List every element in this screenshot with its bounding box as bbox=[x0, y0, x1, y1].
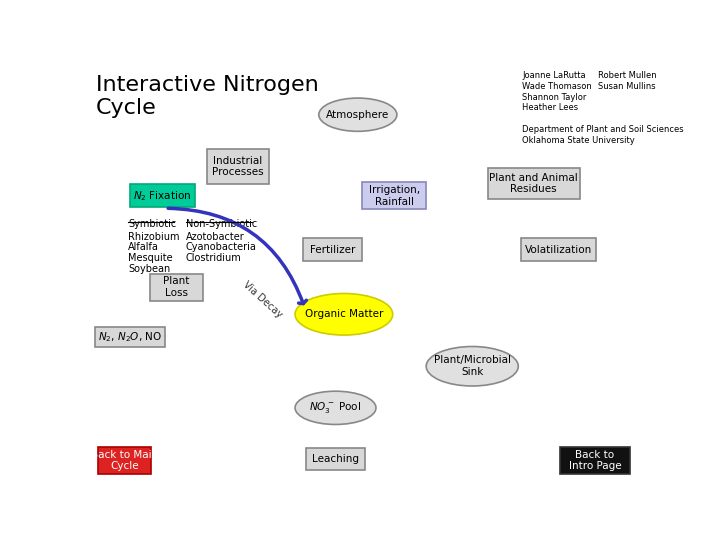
Text: Irrigation,
Rainfall: Irrigation, Rainfall bbox=[369, 185, 420, 207]
Text: $N_2$, $N_2O$, NO: $N_2$, $N_2O$, NO bbox=[98, 330, 162, 344]
FancyBboxPatch shape bbox=[98, 447, 151, 474]
Text: Symbiotic: Symbiotic bbox=[128, 219, 176, 230]
FancyBboxPatch shape bbox=[487, 168, 580, 199]
Text: Industrial
Processes: Industrial Processes bbox=[212, 156, 264, 178]
Ellipse shape bbox=[319, 98, 397, 131]
Text: Plant/Microbial
Sink: Plant/Microbial Sink bbox=[433, 355, 510, 377]
Text: Plant and Animal
Residues: Plant and Animal Residues bbox=[489, 172, 578, 194]
Text: Via Decay: Via Decay bbox=[241, 280, 284, 320]
FancyBboxPatch shape bbox=[521, 238, 596, 261]
Text: Back to Main
Cycle: Back to Main Cycle bbox=[91, 450, 158, 471]
FancyBboxPatch shape bbox=[130, 184, 194, 207]
FancyBboxPatch shape bbox=[150, 274, 203, 301]
FancyBboxPatch shape bbox=[306, 448, 365, 470]
Ellipse shape bbox=[295, 391, 376, 424]
Text: $N_2$ Fixation: $N_2$ Fixation bbox=[133, 189, 192, 202]
Text: Department of Plant and Soil Sciences: Department of Plant and Soil Sciences bbox=[523, 125, 684, 134]
Text: Non-Symbiotic: Non-Symbiotic bbox=[186, 219, 257, 230]
FancyBboxPatch shape bbox=[303, 238, 362, 261]
Text: Mesquite: Mesquite bbox=[128, 253, 173, 263]
Text: Fertilizer: Fertilizer bbox=[310, 245, 356, 255]
Text: Organic Matter: Organic Matter bbox=[305, 309, 383, 319]
Ellipse shape bbox=[295, 293, 392, 335]
Text: Joanne LaRutta: Joanne LaRutta bbox=[523, 71, 586, 80]
Text: Cyanobacteria: Cyanobacteria bbox=[186, 242, 257, 252]
Text: Atmosphere: Atmosphere bbox=[326, 110, 390, 120]
Ellipse shape bbox=[426, 347, 518, 386]
FancyBboxPatch shape bbox=[95, 327, 165, 347]
Text: Azotobacter: Azotobacter bbox=[186, 232, 245, 241]
Text: $NO_3^-$ Pool: $NO_3^-$ Pool bbox=[310, 400, 361, 415]
Text: Clostridium: Clostridium bbox=[186, 253, 242, 263]
Text: Robert Mullen: Robert Mullen bbox=[598, 71, 657, 80]
Text: Oklahoma State University: Oklahoma State University bbox=[523, 136, 635, 145]
Text: Plant
Loss: Plant Loss bbox=[163, 276, 189, 298]
Text: Soybean: Soybean bbox=[128, 264, 170, 274]
Text: Back to
Intro Page: Back to Intro Page bbox=[569, 450, 621, 471]
FancyBboxPatch shape bbox=[560, 447, 630, 474]
Text: Volatilization: Volatilization bbox=[525, 245, 593, 255]
Text: Wade Thomason: Wade Thomason bbox=[523, 82, 593, 91]
Text: Heather Lees: Heather Lees bbox=[523, 104, 579, 112]
Text: Shannon Taylor: Shannon Taylor bbox=[523, 93, 587, 102]
FancyBboxPatch shape bbox=[207, 149, 269, 184]
Text: Leaching: Leaching bbox=[312, 454, 359, 464]
Text: Interactive Nitrogen
Cycle: Interactive Nitrogen Cycle bbox=[96, 75, 318, 118]
Text: Alfalfa: Alfalfa bbox=[128, 242, 159, 252]
Text: Rhizobium: Rhizobium bbox=[128, 232, 179, 241]
Text: Susan Mullins: Susan Mullins bbox=[598, 82, 655, 91]
FancyBboxPatch shape bbox=[362, 183, 426, 210]
